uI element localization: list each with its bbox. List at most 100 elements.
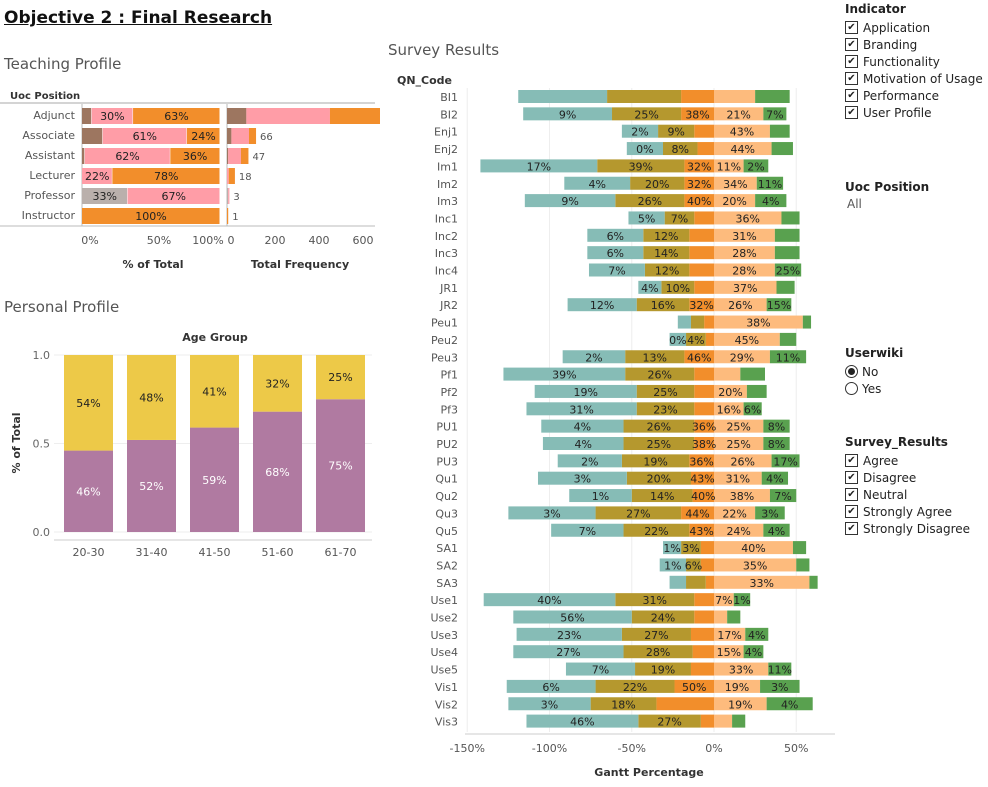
filter-item-label: Performance bbox=[863, 88, 940, 103]
survey-bar-qu3-sd bbox=[508, 506, 596, 520]
survey-x-tick-4: 50% bbox=[784, 742, 808, 755]
survey-label-vis2-d: 18% bbox=[611, 698, 635, 711]
survey-label-pu1-sa: 8% bbox=[768, 421, 785, 434]
teaching-freq-bar-assistant-0 bbox=[227, 148, 229, 164]
survey-label-enj2-a: 44% bbox=[731, 143, 755, 156]
filter-item-branding[interactable]: ✔ Branding bbox=[845, 36, 983, 53]
filter-item-functionality[interactable]: ✔ Functionality bbox=[845, 53, 983, 70]
filter-item-label: User Profile bbox=[863, 105, 932, 120]
survey-bar-vis1-n bbox=[674, 679, 714, 693]
survey-bar-use4-n bbox=[692, 645, 714, 659]
teaching-category-assistant: Assistant bbox=[25, 149, 76, 162]
filter-item-motivation-of-usage[interactable]: ✔ Motivation of Usage bbox=[845, 70, 983, 87]
uoc-position-dropdown[interactable]: All bbox=[847, 197, 862, 211]
teaching-pct-bar-professor-0 bbox=[82, 188, 128, 204]
survey-label-use2-d: 24% bbox=[651, 612, 675, 625]
survey-label-vis2-sa: 4% bbox=[781, 698, 798, 711]
survey-label-pu2-d: 25% bbox=[647, 438, 671, 451]
checkbox-checked-icon[interactable]: ✔ bbox=[845, 471, 858, 484]
survey-bar-inc1-n bbox=[694, 211, 714, 225]
survey-label-peu3-a: 29% bbox=[730, 351, 754, 364]
survey-label-im3-a: 20% bbox=[722, 195, 746, 208]
checkbox-checked-icon[interactable]: ✔ bbox=[845, 72, 858, 85]
survey-bar-pu1-sd bbox=[541, 419, 624, 433]
survey-bar-peu2-sa bbox=[779, 332, 797, 346]
survey-label-use4-d: 28% bbox=[646, 646, 670, 659]
filter-item-user-profile[interactable]: ✔ User Profile bbox=[845, 104, 983, 121]
survey-label-im2-sa: 11% bbox=[758, 178, 782, 191]
survey-bar-enj2-sa bbox=[771, 142, 793, 156]
survey-bar-qu1-sa bbox=[761, 471, 789, 485]
survey-label-vis3-sd: 46% bbox=[570, 716, 594, 729]
survey-row-label-pu3: PU3 bbox=[436, 455, 458, 468]
survey-bar-vis3-sd bbox=[526, 714, 639, 728]
userwiki-option-no[interactable]: No bbox=[845, 363, 903, 380]
filter-item-strongly-disagree[interactable]: ✔ Strongly Disagree bbox=[845, 520, 970, 537]
survey-label-im1-sa: 2% bbox=[747, 160, 764, 173]
filter-item-application[interactable]: ✔ Application bbox=[845, 19, 983, 36]
survey-row-label-pf1: Pf1 bbox=[440, 369, 458, 382]
teaching-freq-bar-adjunct-0 bbox=[227, 108, 247, 124]
survey-label-use1-d: 31% bbox=[643, 594, 667, 607]
checkbox-checked-icon[interactable]: ✔ bbox=[845, 505, 858, 518]
teaching-freq-axis-title: Total Frequency bbox=[251, 258, 349, 271]
checkbox-checked-icon[interactable]: ✔ bbox=[845, 38, 858, 51]
survey-row-label-peu1: Peu1 bbox=[431, 317, 458, 330]
survey-label-bi2-d: 25% bbox=[634, 108, 658, 121]
survey-bar-pu1-d bbox=[623, 419, 695, 433]
survey-bar-sa3-sa bbox=[809, 575, 818, 589]
survey-bar-vis2-sa bbox=[766, 697, 813, 711]
checkbox-checked-icon[interactable]: ✔ bbox=[845, 106, 858, 119]
survey-label-jr1-d: 10% bbox=[666, 282, 690, 295]
radio-unselected-icon[interactable] bbox=[845, 382, 858, 395]
userwiki-option-yes[interactable]: Yes bbox=[845, 380, 903, 397]
survey-bar-vis1-a bbox=[714, 679, 761, 693]
survey-bar-inc1-a bbox=[714, 211, 782, 225]
survey-label-qu1-sa: 4% bbox=[766, 473, 783, 486]
age-y-tick-1: 0.5 bbox=[33, 438, 51, 451]
survey-label-qu2-sd: 1% bbox=[592, 490, 609, 503]
survey-bar-pf2-n bbox=[694, 384, 714, 398]
survey-bar-use2-sd bbox=[513, 610, 632, 624]
survey-label-bi2-a: 21% bbox=[726, 108, 750, 121]
age-category-61-70: 61-70 bbox=[325, 546, 357, 559]
checkbox-checked-icon[interactable]: ✔ bbox=[845, 21, 858, 34]
filter-item-agree[interactable]: ✔ Agree bbox=[845, 452, 970, 469]
survey-label-vis1-n: 50% bbox=[682, 681, 706, 694]
survey-bar-qu2-n bbox=[692, 489, 714, 503]
filter-item-neutral[interactable]: ✔ Neutral bbox=[845, 486, 970, 503]
survey-row-label-qu5: Qu5 bbox=[435, 525, 458, 538]
checkbox-checked-icon[interactable]: ✔ bbox=[845, 89, 858, 102]
checkbox-checked-icon[interactable]: ✔ bbox=[845, 488, 858, 501]
teaching-pct-bar-assistant-1 bbox=[84, 148, 170, 164]
checkbox-checked-icon[interactable]: ✔ bbox=[845, 454, 858, 467]
survey-label-pf1-sd: 39% bbox=[552, 369, 576, 382]
survey-label-inc4-d: 12% bbox=[655, 265, 679, 278]
checkbox-checked-icon[interactable]: ✔ bbox=[845, 522, 858, 535]
filter-item-performance[interactable]: ✔ Performance bbox=[845, 87, 983, 104]
filter-item-strongly-agree[interactable]: ✔ Strongly Agree bbox=[845, 503, 970, 520]
teaching-freq-bar-assistant-1 bbox=[228, 148, 241, 164]
survey-bar-use1-sa bbox=[733, 593, 751, 607]
survey-bar-use4-a bbox=[714, 645, 744, 659]
survey-label-inc3-sd: 6% bbox=[607, 247, 624, 260]
teaching-category-adjunct: Adjunct bbox=[33, 109, 75, 122]
survey-bar-qu1-n bbox=[690, 471, 714, 485]
survey-bar-use1-n bbox=[694, 593, 714, 607]
filter-item-disagree[interactable]: ✔ Disagree bbox=[845, 469, 970, 486]
survey-label-qu2-d: 14% bbox=[650, 490, 674, 503]
checkbox-checked-icon[interactable]: ✔ bbox=[845, 55, 858, 68]
survey-bar-im3-n bbox=[684, 194, 714, 208]
radio-selected-icon[interactable] bbox=[845, 365, 858, 378]
age-label-51-60-1: 32% bbox=[265, 377, 289, 390]
teaching-pct-bar-assistant-2 bbox=[170, 148, 220, 164]
survey-bar-inc4-n bbox=[689, 263, 714, 277]
survey-label-vis1-a: 19% bbox=[725, 681, 749, 694]
survey-bar-use3-sa bbox=[745, 627, 769, 641]
survey-bar-sa2-d bbox=[686, 558, 701, 572]
survey-bar-pf1-sd bbox=[503, 367, 626, 381]
survey-label-inc2-sd: 6% bbox=[607, 230, 624, 243]
teaching-pct-label-assistant-1: 62% bbox=[115, 150, 139, 163]
survey-bar-vis3-a bbox=[714, 714, 733, 728]
survey-label-inc4-sd: 7% bbox=[608, 265, 625, 278]
